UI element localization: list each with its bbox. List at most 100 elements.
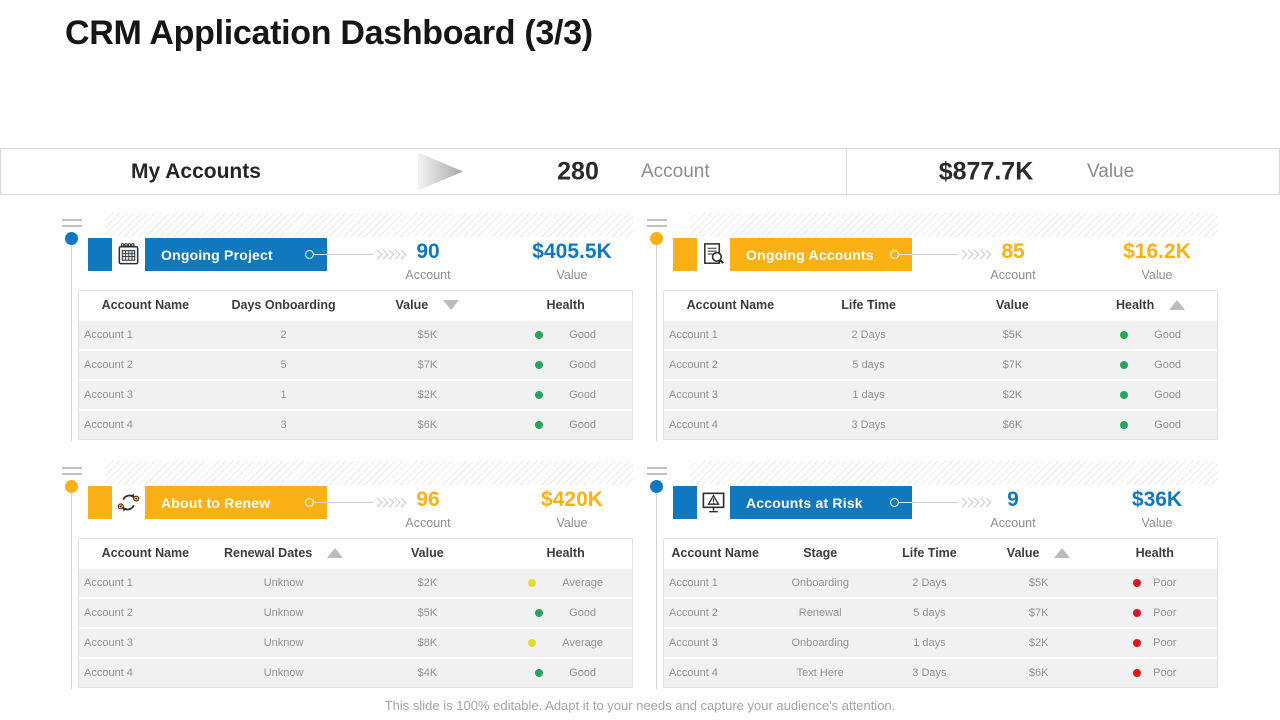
column-header[interactable]: Health	[1084, 298, 1217, 312]
health-label: Good	[569, 607, 597, 619]
table-cell: $6K	[1002, 419, 1023, 431]
panel-title-bar: Ongoing Accounts	[730, 238, 912, 271]
health-cell: Good	[1084, 329, 1217, 341]
table-cell: 5	[280, 359, 287, 371]
table-row: Account 2 5 $7K Good	[79, 349, 632, 379]
panel-title: Accounts at Risk	[746, 494, 863, 511]
panel-header: Accounts at Risk 9 Account $36K Value	[647, 486, 1218, 548]
column-header[interactable]: Value	[940, 298, 1084, 312]
column-header[interactable]: Life Time	[874, 546, 985, 560]
health-label: Good	[569, 389, 597, 401]
decoration-line	[647, 219, 667, 221]
value-label: Value	[1141, 268, 1173, 282]
table-cell: 1 days	[852, 389, 885, 401]
panel-ongoing-project: Ongoing Project 90 Account $405.5K Value…	[62, 213, 633, 443]
table-row: Account 4 3 Days $6K Good	[664, 409, 1217, 439]
health-cell: Average	[499, 577, 632, 589]
summary-account-count: 280	[557, 157, 599, 185]
table-cell: $7K	[1002, 359, 1023, 371]
health-dot-icon	[528, 639, 537, 647]
table-cell: Account 1	[84, 577, 133, 589]
column-label: Account Name	[686, 298, 775, 312]
column-header[interactable]: Value	[355, 546, 499, 560]
column-header[interactable]: Health	[499, 298, 632, 312]
table-cell: $6K	[417, 419, 438, 431]
health-label: Good	[1154, 389, 1182, 401]
column-header[interactable]: Stage	[766, 546, 874, 560]
table-cell: 2	[280, 329, 287, 341]
sort-asc-icon[interactable]	[1169, 300, 1186, 310]
decoration-vertical-line	[656, 481, 657, 689]
column-header[interactable]: Account Name	[79, 546, 212, 560]
search-file-icon	[697, 238, 730, 271]
table-cell: Account 1	[669, 329, 718, 341]
column-header[interactable]: Account Name	[664, 546, 766, 560]
decoration-line	[647, 473, 667, 475]
health-label: Good	[569, 419, 597, 431]
health-dot-icon	[1133, 669, 1142, 677]
bullet-dot-icon	[65, 480, 78, 493]
panel-title: Ongoing Accounts	[746, 246, 874, 263]
my-accounts-summary-bar: My Accounts 280 Account $877.7K Value	[0, 148, 1280, 195]
connector-line	[899, 502, 912, 503]
health-label: Average	[562, 577, 603, 589]
color-block	[673, 486, 697, 519]
account-label: Account	[990, 516, 1036, 530]
connector-line	[327, 254, 373, 255]
panel-about-to-renew: About to Renew 96 Account $420K Value Ac…	[62, 461, 633, 691]
table-row: Account 1 2 Days $5K Good	[664, 319, 1217, 349]
column-header[interactable]: Life Time	[797, 298, 941, 312]
column-label: Value	[1006, 546, 1040, 560]
value-stat: $36K Value	[1099, 488, 1215, 530]
value-amount: $420K	[541, 488, 603, 511]
health-dot-icon	[535, 609, 544, 617]
column-header[interactable]: Health	[499, 546, 632, 560]
table-cell: Account 4	[669, 667, 718, 679]
panel-header: Ongoing Accounts 85 Account $16.2K Value	[647, 238, 1218, 300]
column-header[interactable]: Value	[355, 298, 499, 312]
sort-asc-icon[interactable]	[1054, 548, 1071, 558]
health-cell: Good	[499, 419, 632, 431]
table-row: Account 2 5 days $7K Good	[664, 349, 1217, 379]
value-stat: $420K Value	[514, 488, 630, 530]
health-cell: Poor	[1093, 577, 1217, 589]
table-cell: 3 Days	[851, 419, 886, 431]
health-dot-icon	[1120, 361, 1129, 369]
sort-asc-icon[interactable]	[327, 548, 344, 558]
table-cell: Onboarding	[791, 637, 849, 649]
column-header[interactable]: Account Name	[79, 298, 212, 312]
health-cell: Poor	[1093, 607, 1217, 619]
column-header[interactable]: Health	[1093, 546, 1217, 560]
table-cell: $2K	[1028, 637, 1049, 649]
account-label: Account	[405, 516, 451, 530]
account-stat: 9 Account	[973, 488, 1053, 530]
table-cell: $7K	[417, 359, 438, 371]
column-label: Renewal Dates	[223, 546, 313, 560]
accounts-table: Account Name Days Onboarding Value Health Ac…	[78, 290, 633, 440]
table-row: Account 4 Text Here 3 Days $6K Poor	[664, 657, 1217, 687]
summary-label: My Accounts	[131, 159, 261, 183]
sort-desc-icon[interactable]	[443, 300, 460, 310]
health-cell: Poor	[1093, 667, 1217, 679]
health-dot-icon	[535, 421, 544, 429]
panel-title-bar: Accounts at Risk	[730, 486, 912, 519]
value-label: Value	[1141, 516, 1173, 530]
table-cell: Text Here	[796, 667, 844, 679]
column-header[interactable]: Days Onboarding	[212, 298, 356, 312]
table-cell: Account 4	[84, 419, 133, 431]
accounts-table: Account Name Stage Life Time Value Health Acc…	[663, 538, 1218, 688]
health-cell: Average	[499, 637, 632, 649]
column-header[interactable]: Renewal Dates	[212, 546, 356, 560]
table-header-row: Account Name Life Time Value Health	[664, 291, 1217, 319]
health-cell: Good	[1084, 419, 1217, 431]
health-cell: Good	[499, 389, 632, 401]
panel-ongoing-accounts: Ongoing Accounts 85 Account $16.2K Value…	[647, 213, 1218, 443]
table-cell: Account 3	[84, 389, 133, 401]
health-label: Good	[569, 329, 597, 341]
color-block	[88, 238, 112, 271]
panel-title-bar: Ongoing Project	[145, 238, 327, 271]
column-header[interactable]: Value	[985, 546, 1093, 560]
column-header[interactable]: Account Name	[664, 298, 797, 312]
table-cell: Unknow	[263, 637, 304, 649]
footer-note: This slide is 100% editable. Adapt it to…	[384, 698, 896, 713]
